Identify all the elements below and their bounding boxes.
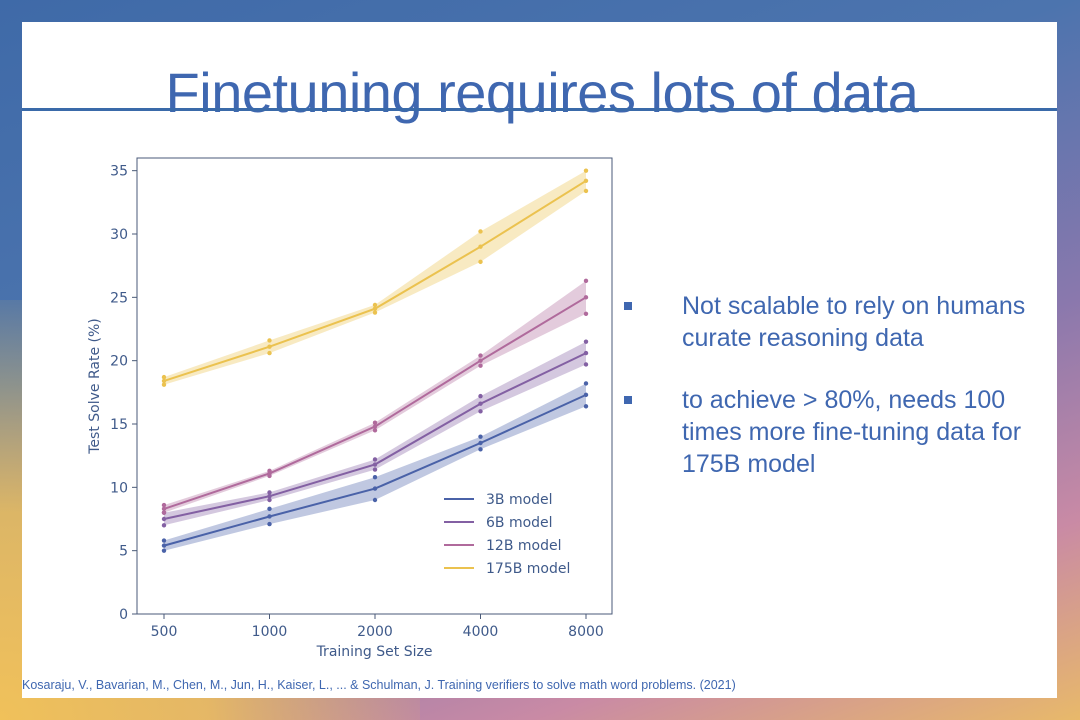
data-point xyxy=(478,434,483,439)
x-axis-label: Training Set Size xyxy=(316,644,433,660)
data-point xyxy=(372,420,378,425)
y-tick-label: 10 xyxy=(110,480,128,496)
y-tick-label: 35 xyxy=(110,164,128,180)
y-tick-label: 30 xyxy=(110,227,128,243)
data-point xyxy=(267,506,272,512)
x-tick-label: 4000 xyxy=(463,624,499,640)
square-bullet-icon xyxy=(624,302,632,310)
data-point xyxy=(267,494,272,499)
data-point xyxy=(583,350,589,356)
data-point xyxy=(583,381,589,386)
data-point xyxy=(267,514,272,519)
legend-label: 12B model xyxy=(486,538,561,554)
data-point xyxy=(372,467,378,472)
line-chart: 0 5 10 15 20 25 30 35 500 1000 2000 4000 8000 Trainin… xyxy=(87,157,613,660)
data-point xyxy=(161,538,167,543)
data-point xyxy=(478,259,483,265)
slide-canvas: Finetuning requires lots of data 0 5 10 15 2… xyxy=(22,22,1057,698)
bullet-text: to achieve > 80%, needs 100 times more f… xyxy=(682,386,1022,478)
data-point xyxy=(161,502,167,508)
data-point xyxy=(478,447,483,452)
data-point xyxy=(161,548,167,553)
bullet-item: to achieve > 80%, needs 100 times more f… xyxy=(620,384,1060,480)
data-point xyxy=(161,378,167,384)
y-tick-label: 20 xyxy=(110,354,128,370)
data-point xyxy=(161,374,167,380)
chart-container: 0 5 10 15 20 25 30 35 500 1000 2000 4000 8000 Trainin… xyxy=(82,150,622,690)
data-point xyxy=(583,339,589,344)
data-point xyxy=(583,178,589,183)
data-point xyxy=(478,401,483,406)
data-point xyxy=(478,244,483,249)
slide-title: Finetuning requires lots of data xyxy=(165,61,919,124)
square-bullet-icon xyxy=(624,396,632,404)
y-tick-label: 0 xyxy=(119,607,128,623)
data-point xyxy=(372,457,378,462)
data-point xyxy=(583,295,589,300)
data-point xyxy=(161,516,167,522)
bullet-text: Not scalable to rely on humans curate re… xyxy=(682,292,1026,352)
data-point xyxy=(267,521,272,527)
data-point xyxy=(267,350,272,356)
confidence-band xyxy=(164,170,586,385)
legend-label: 175B model xyxy=(486,561,570,577)
data-point xyxy=(161,506,167,512)
bullet-item: Not scalable to rely on humans curate re… xyxy=(620,290,1060,354)
data-point xyxy=(583,392,589,398)
data-point xyxy=(478,353,483,358)
data-point xyxy=(478,409,483,414)
data-point xyxy=(478,440,483,446)
legend-label: 3B model xyxy=(486,492,553,508)
data-point xyxy=(583,404,589,409)
data-point xyxy=(372,462,378,467)
data-point xyxy=(372,497,378,503)
x-tick-label: 2000 xyxy=(357,624,393,640)
data-point xyxy=(583,168,589,173)
data-point xyxy=(478,229,483,234)
data-point xyxy=(161,382,167,387)
y-tick-label: 5 xyxy=(119,544,128,560)
x-tick-label: 8000 xyxy=(568,624,604,640)
data-point xyxy=(372,302,378,308)
x-tick-label: 1000 xyxy=(252,624,288,640)
data-point xyxy=(372,310,378,315)
bullet-list: Not scalable to rely on humans curate re… xyxy=(620,290,1060,510)
data-point xyxy=(267,473,272,479)
data-point xyxy=(372,486,378,491)
data-point xyxy=(372,428,378,433)
data-point xyxy=(583,188,589,194)
data-point xyxy=(267,490,272,495)
y-tick-label: 15 xyxy=(110,417,128,433)
data-point xyxy=(372,306,378,311)
title-divider xyxy=(22,108,1057,111)
data-point xyxy=(372,424,378,429)
data-point xyxy=(372,475,378,480)
confidence-band xyxy=(164,341,586,526)
x-tick-label: 500 xyxy=(151,624,178,640)
data-point xyxy=(161,523,167,528)
citation: Kosaraju, V., Bavarian, M., Chen, M., Ju… xyxy=(22,678,736,692)
data-point xyxy=(267,338,272,343)
data-point xyxy=(267,344,272,349)
data-point xyxy=(478,363,483,368)
y-tick-label: 25 xyxy=(110,290,128,306)
y-axis-label: Test Solve Rate (%) xyxy=(87,318,103,455)
data-point xyxy=(583,278,589,284)
data-point xyxy=(583,362,589,367)
data-point xyxy=(478,358,483,363)
legend-label: 6B model xyxy=(486,515,553,531)
data-point xyxy=(161,543,167,548)
data-point xyxy=(583,311,589,316)
data-point xyxy=(161,510,167,515)
data-point xyxy=(267,497,272,503)
data-point xyxy=(478,393,483,399)
